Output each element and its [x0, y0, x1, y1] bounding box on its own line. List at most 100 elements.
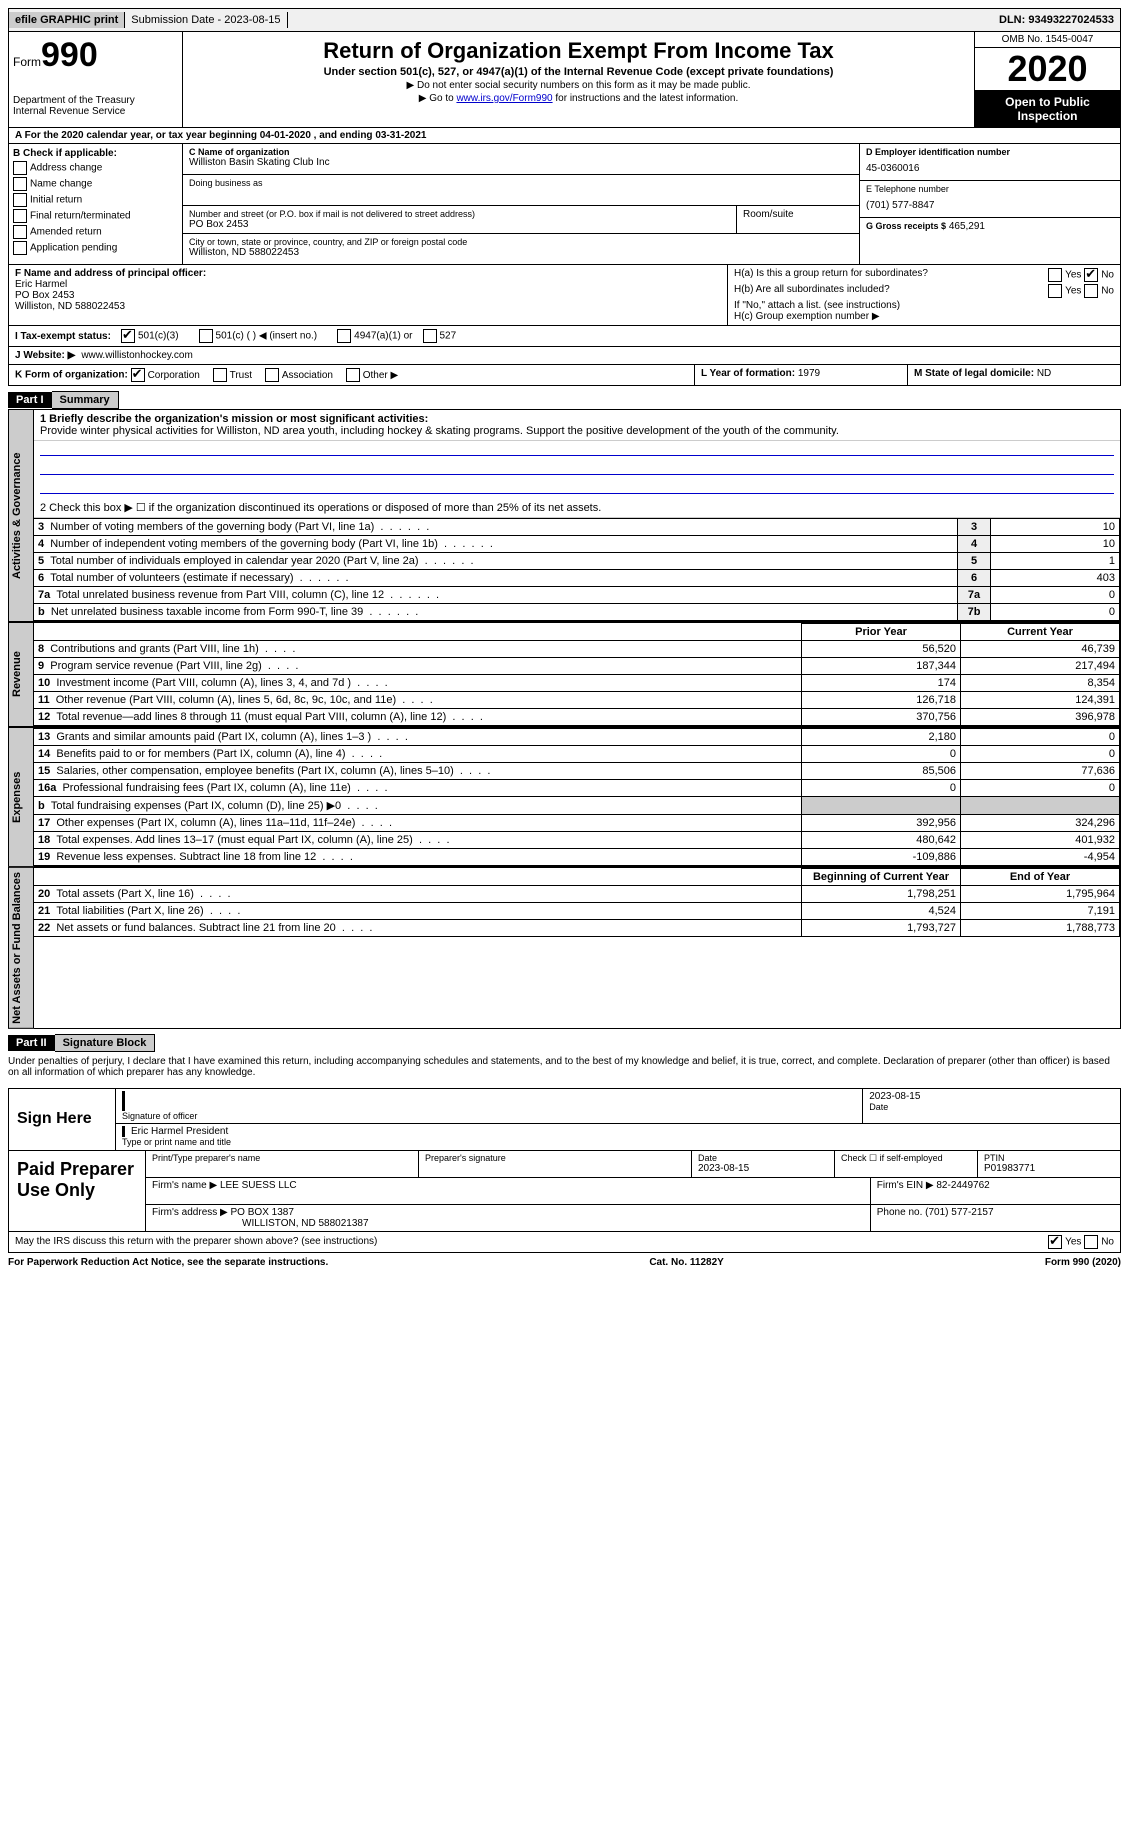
- table-row: 3 Number of voting members of the govern…: [34, 519, 1120, 536]
- section-expenses: Expenses 13 Grants and similar amounts p…: [8, 727, 1121, 867]
- table-row: 18 Total expenses. Add lines 13–17 (must…: [34, 832, 1120, 849]
- chk-501c3[interactable]: 501(c)(3): [121, 329, 179, 343]
- q2-line: 2 Check this box ▶ ☐ if the organization…: [34, 498, 1120, 518]
- table-row: b Net unrelated business taxable income …: [34, 604, 1120, 621]
- part1-title: Summary: [52, 391, 119, 409]
- goto-post: for instructions and the latest informat…: [553, 93, 739, 104]
- sig-date-label: Date: [869, 1102, 1114, 1112]
- chk-trust[interactable]: Trust: [213, 370, 252, 381]
- prep-date-label: Date: [698, 1153, 828, 1163]
- block-bcd: B Check if applicable: Address change Na…: [8, 144, 1121, 265]
- firm-phone-label: Phone no.: [877, 1207, 923, 1218]
- officer-addr2: Williston, ND 588022453: [15, 301, 721, 312]
- hc-label: H(c) Group exemption number ▶: [734, 311, 1114, 322]
- officer-print-name: Eric Harmel President: [131, 1126, 1114, 1137]
- governance-table: 3 Number of voting members of the govern…: [34, 518, 1120, 621]
- ha-label: H(a) Is this a group return for subordin…: [734, 268, 928, 282]
- sig-date-value: 2023-08-15: [869, 1091, 1114, 1102]
- vtab-expenses: Expenses: [8, 727, 34, 867]
- vtab-net: Net Assets or Fund Balances: [8, 867, 34, 1029]
- row-fh: F Name and address of principal officer:…: [8, 265, 1121, 326]
- instruction-line-2: ▶ Go to www.irs.gov/Form990 for instruct…: [189, 93, 968, 104]
- discuss-checks[interactable]: Yes No: [1048, 1235, 1114, 1249]
- page-footer: For Paperwork Reduction Act Notice, see …: [8, 1257, 1121, 1268]
- gross-value: 465,291: [949, 221, 985, 232]
- instruction-line-1: ▶ Do not enter social security numbers o…: [189, 80, 968, 91]
- chk-name-change[interactable]: Name change: [13, 177, 178, 191]
- chk-other[interactable]: Other ▶: [346, 370, 398, 381]
- vtab-governance: Activities & Governance: [8, 409, 34, 622]
- officer-name: Eric Harmel: [15, 279, 721, 290]
- table-row: 16a Professional fundraising fees (Part …: [34, 780, 1120, 797]
- chk-501c[interactable]: 501(c) ( ) ◀ (insert no.): [199, 329, 318, 343]
- part2-title: Signature Block: [55, 1034, 156, 1052]
- row-j-website: J Website: ▶ www.willistonhockey.com: [8, 347, 1121, 365]
- efile-print-button[interactable]: efile GRAPHIC print: [9, 12, 125, 28]
- header-right: OMB No. 1545-0047 2020 Open to Public In…: [975, 32, 1120, 127]
- chk-527[interactable]: 527: [423, 329, 457, 343]
- net-assets-table: Beginning of Current YearEnd of Year20 T…: [34, 868, 1120, 937]
- open-inspection: Open to Public Inspection: [975, 91, 1120, 127]
- ha-checks[interactable]: Yes No: [1048, 268, 1114, 282]
- firm-phone-value: (701) 577-2157: [925, 1207, 993, 1218]
- check-self-employed[interactable]: Check ☐ if self-employed: [835, 1151, 978, 1177]
- hb-note: If "No," attach a list. (see instruction…: [734, 300, 1114, 311]
- officer-addr1: PO Box 2453: [15, 290, 721, 301]
- type-name-label: Type or print name and title: [122, 1137, 1114, 1147]
- prep-date-value: 2023-08-15: [698, 1163, 828, 1174]
- dept-treasury: Department of the Treasury: [13, 95, 178, 106]
- table-row: 10 Investment income (Part VIII, column …: [34, 675, 1120, 692]
- table-row: 6 Total number of volunteers (estimate i…: [34, 570, 1120, 587]
- l-formation: L Year of formation: 1979: [695, 365, 908, 385]
- phone-label: E Telephone number: [866, 184, 1114, 194]
- mission-line-blank3: [40, 479, 1114, 494]
- table-row: 20 Total assets (Part X, line 16) . . . …: [34, 886, 1120, 903]
- b-title: B Check if applicable:: [13, 148, 178, 159]
- website-value: www.willistonhockey.com: [81, 350, 193, 361]
- chk-4947[interactable]: 4947(a)(1) or: [337, 329, 412, 343]
- chk-assoc[interactable]: Association: [265, 370, 333, 381]
- col-b-checkboxes: B Check if applicable: Address change Na…: [9, 144, 183, 264]
- table-row: 9 Program service revenue (Part VIII, li…: [34, 658, 1120, 675]
- ptin-label: PTIN: [984, 1153, 1114, 1163]
- chk-corp[interactable]: Corporation: [131, 370, 200, 381]
- chk-address-change[interactable]: Address change: [13, 161, 178, 175]
- street-value: PO Box 2453: [189, 219, 730, 230]
- ein-value: 45-0360016: [866, 163, 1114, 174]
- form-header: Form990 Department of the Treasury Inter…: [8, 32, 1121, 128]
- phone-value: (701) 577-8847: [866, 200, 1114, 211]
- firm-ein-value: 82-2449762: [936, 1180, 989, 1191]
- mission-text: Provide winter physical activities for W…: [40, 425, 1114, 437]
- table-row: 7a Total unrelated business revenue from…: [34, 587, 1120, 604]
- i-label: I Tax-exempt status:: [15, 331, 111, 342]
- dln-label: DLN: 93493227024533: [993, 12, 1120, 28]
- signature-block: Sign Here Signature of officer 2023-08-1…: [8, 1088, 1121, 1232]
- j-label: J Website: ▶: [15, 350, 75, 361]
- mission-line-blank1: [40, 441, 1114, 456]
- firm-addr1: PO BOX 1387: [231, 1207, 294, 1218]
- chk-initial-return[interactable]: Initial return: [13, 193, 178, 207]
- chk-final-return[interactable]: Final return/terminated: [13, 209, 178, 223]
- header-mid: Return of Organization Exempt From Incom…: [183, 32, 975, 127]
- form-subtitle: Under section 501(c), 527, or 4947(a)(1)…: [189, 66, 968, 78]
- org-name: Williston Basin Skating Club Inc: [189, 157, 853, 168]
- city-label: City or town, state or province, country…: [189, 237, 853, 247]
- dept-irs: Internal Revenue Service: [13, 106, 178, 117]
- prep-name-label: Print/Type preparer's name: [152, 1153, 412, 1163]
- discuss-label: May the IRS discuss this return with the…: [15, 1236, 377, 1247]
- chk-amended[interactable]: Amended return: [13, 225, 178, 239]
- tax-year: 2020: [975, 48, 1120, 91]
- col-h-group: H(a) Is this a group return for subordin…: [728, 265, 1120, 325]
- mission-line-blank2: [40, 460, 1114, 475]
- k-form-org: K Form of organization: Corporation Trus…: [9, 365, 695, 385]
- hb-checks[interactable]: Yes No: [1048, 284, 1114, 298]
- table-header-row: Prior YearCurrent Year: [34, 624, 1120, 641]
- goto-pre: ▶ Go to: [419, 93, 457, 104]
- m-domicile: M State of legal domicile: ND: [908, 365, 1120, 385]
- q1-label: 1 Briefly describe the organization's mi…: [40, 413, 1114, 425]
- footer-mid: Cat. No. 11282Y: [649, 1257, 723, 1268]
- room-label: Room/suite: [737, 206, 859, 233]
- c-name-label: C Name of organization: [189, 147, 853, 157]
- irs-link[interactable]: www.irs.gov/Form990: [456, 93, 552, 104]
- chk-app-pending[interactable]: Application pending: [13, 241, 178, 255]
